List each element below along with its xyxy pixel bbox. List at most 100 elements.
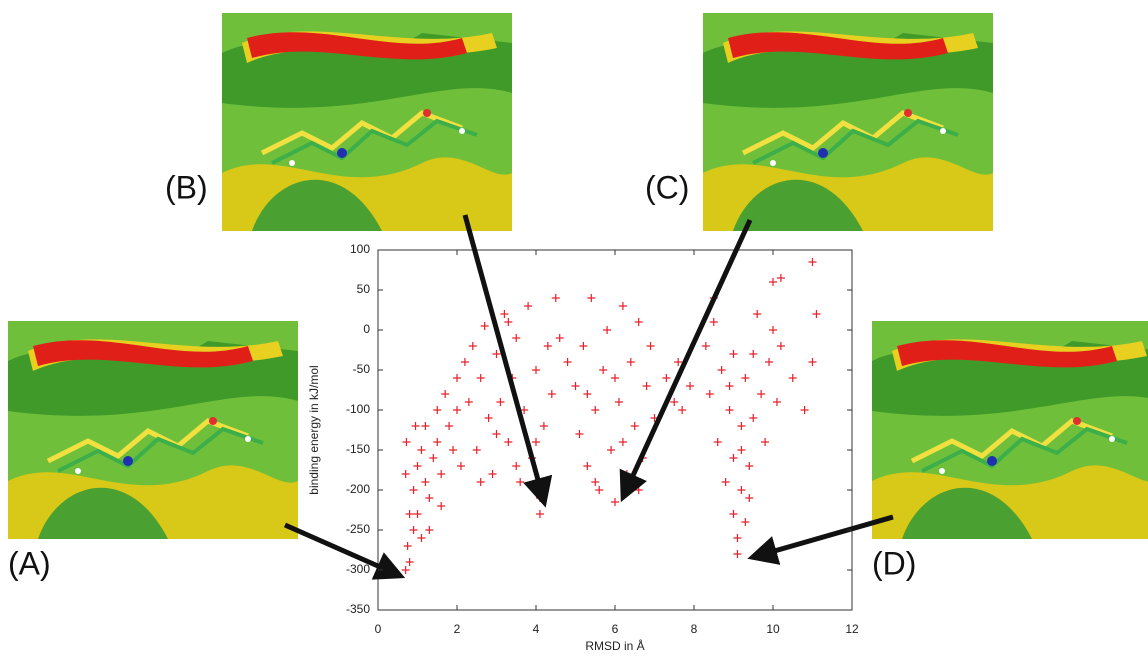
- point: [626, 358, 635, 366]
- point: [433, 406, 442, 414]
- point: [445, 422, 454, 430]
- point: [733, 550, 742, 558]
- point: [772, 398, 781, 406]
- point: [547, 390, 556, 398]
- point: [512, 334, 521, 342]
- point: [634, 318, 643, 326]
- point: [611, 374, 619, 382]
- y-tick-label: -100: [346, 402, 370, 416]
- point: [421, 422, 430, 430]
- panel-label: (D): [872, 545, 916, 581]
- point: [555, 334, 564, 342]
- x-tick-label: 6: [612, 622, 619, 636]
- point: [788, 374, 797, 382]
- point: [769, 326, 777, 334]
- point: [468, 342, 477, 350]
- point: [745, 462, 754, 470]
- point: [761, 438, 770, 446]
- y-tick-label: -300: [346, 562, 370, 576]
- panel-label: (C): [645, 169, 689, 205]
- x-tick-label: 12: [845, 622, 859, 636]
- point: [769, 278, 777, 286]
- point: [500, 310, 509, 318]
- y-tick-label: -200: [346, 482, 370, 496]
- y-tick-label: -150: [346, 442, 370, 456]
- point: [741, 518, 750, 526]
- point: [614, 398, 623, 406]
- point: [729, 350, 738, 358]
- y-axis-title: binding energy in kJ/mol: [307, 365, 321, 494]
- point: [403, 542, 412, 550]
- y-tick-label: 50: [357, 282, 371, 296]
- point: [516, 478, 525, 486]
- point: [634, 486, 643, 494]
- point: [812, 310, 821, 318]
- point: [591, 406, 600, 414]
- point: [409, 526, 418, 534]
- point: [411, 422, 420, 430]
- point: [808, 358, 817, 366]
- point: [709, 318, 718, 326]
- panel-label: (A): [8, 545, 51, 581]
- point: [413, 510, 422, 518]
- point: [409, 486, 418, 494]
- point: [433, 438, 442, 446]
- y-tick-label: -50: [353, 362, 371, 376]
- point: [571, 382, 580, 390]
- point: [737, 446, 746, 454]
- point: [535, 510, 544, 518]
- point: [456, 462, 465, 470]
- point: [417, 534, 426, 542]
- arrow: [462, 214, 553, 508]
- x-tick-label: 2: [454, 622, 461, 636]
- point: [737, 486, 746, 494]
- point: [800, 406, 809, 414]
- point: [713, 438, 722, 446]
- point: [611, 498, 619, 506]
- point: [642, 382, 651, 390]
- x-tick-label: 8: [691, 622, 698, 636]
- point: [402, 438, 411, 446]
- point: [678, 406, 687, 414]
- point: [504, 318, 513, 326]
- point: [520, 406, 529, 414]
- point: [607, 446, 616, 454]
- point: [532, 438, 540, 446]
- point: [662, 374, 671, 382]
- x-tick-label: 10: [766, 622, 780, 636]
- point: [401, 470, 410, 478]
- point: [504, 438, 513, 446]
- point: [401, 566, 410, 574]
- point: [449, 446, 458, 454]
- point: [512, 462, 521, 470]
- point: [532, 366, 540, 374]
- point: [725, 382, 734, 390]
- point: [425, 526, 434, 534]
- point: [441, 390, 450, 398]
- y-tick-label: 0: [363, 322, 370, 336]
- point: [563, 358, 572, 366]
- point: [524, 302, 533, 310]
- point: [460, 358, 469, 366]
- structure-image: [222, 13, 512, 231]
- point: [753, 310, 762, 318]
- point: [599, 366, 608, 374]
- point: [729, 510, 738, 518]
- arrow: [619, 218, 753, 503]
- x-tick-label: 0: [375, 622, 382, 636]
- point: [670, 398, 679, 406]
- y-tick-label: -350: [346, 602, 370, 616]
- point: [630, 422, 639, 430]
- point: [765, 358, 774, 366]
- point: [437, 502, 446, 510]
- point: [539, 422, 548, 430]
- point: [587, 294, 596, 302]
- point: [618, 302, 627, 310]
- point: [721, 478, 730, 486]
- point: [464, 398, 473, 406]
- point: [453, 406, 461, 414]
- arrow: [747, 514, 894, 565]
- point: [729, 454, 738, 462]
- point: [646, 342, 655, 350]
